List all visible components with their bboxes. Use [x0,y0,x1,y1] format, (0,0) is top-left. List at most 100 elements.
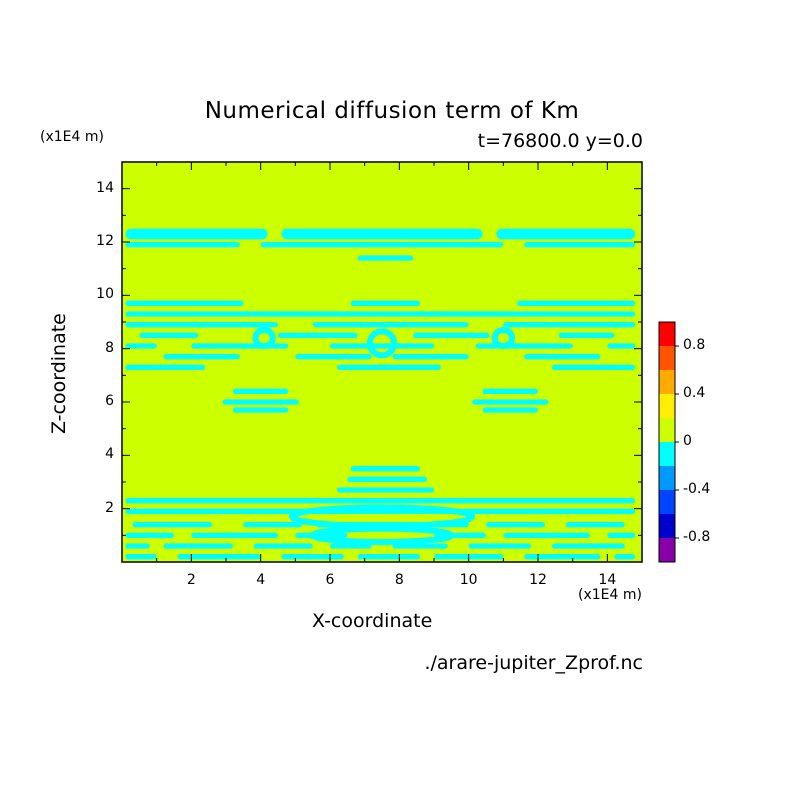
colorbar-swatch [659,394,675,418]
contour-band [486,522,545,528]
contour-band [125,532,174,538]
contour-band [551,364,636,370]
axis-ticks [122,162,642,562]
contour-band [565,522,625,528]
contour-band [125,300,244,306]
contour-band [222,399,299,405]
contour-band [125,554,157,560]
contour-band [125,498,636,504]
contour-band [125,242,240,248]
contour-band [524,242,636,248]
contour-band [125,343,157,349]
colorbar-swatch [659,442,675,466]
contour-band [278,332,358,338]
contour-blob [366,328,398,359]
contour-band [125,364,206,370]
x-tick-label: 14 [598,572,617,588]
contour-band [524,354,601,360]
x-tick-label: 2 [186,572,196,588]
y-tick-label: 8 [105,339,114,356]
contour-pattern [125,228,636,560]
colorbar-swatch [659,538,675,562]
contour-band [503,322,636,328]
colorbar-swatch [659,418,675,442]
contour-band [260,242,504,248]
colorbar-swatch [659,490,675,514]
colorbar-tick-label: 0.8 [683,337,706,353]
contour-band [468,543,532,549]
contour-band [496,228,636,240]
contour-band [482,388,538,394]
contour-band [472,399,549,405]
contour-band [232,388,289,394]
contour-band [614,554,636,560]
contour-band [281,554,344,560]
x-axis-units: (x1E4 m) [578,587,642,603]
source-file-label: ./arare-jupiter_Zprof.nc [424,652,643,674]
y-tick-label: 14 [96,179,114,196]
x-tick-label: 8 [394,572,404,588]
x-axis-label: X-coordinate [312,610,433,632]
colorbar-tick-label: -0.8 [683,529,711,545]
contour-band [243,522,303,528]
contour-band [125,322,278,328]
contour-blob [252,327,276,349]
contour-band [336,487,434,493]
contour-band [253,543,313,549]
y-tick-label: 10 [96,286,114,303]
contour-band [524,554,601,560]
contour-band [350,466,421,472]
colorbar-swatch [659,322,675,346]
contour-band [330,343,434,349]
contour-band [607,343,636,349]
x-tick-label: 10 [459,572,478,588]
contour-band [281,228,483,240]
contour-band [125,311,636,317]
colorbar-swatch [659,514,675,538]
z-axis-units: (x1E4 m) [40,129,104,145]
contour-band [558,332,615,338]
y-tick-label: 6 [105,393,114,409]
colorbar-swatch [659,466,675,490]
y-axis-label: Z-coordinate [48,313,70,434]
contour-band [357,554,421,560]
contour-band [607,532,636,538]
colorbar [658,321,679,563]
colorbar-swatch [659,346,675,370]
contour-band [295,354,372,360]
contour-band [517,300,636,306]
contour-band [347,476,428,482]
contour-band [551,543,625,549]
contour-band [132,522,213,528]
contour-band [475,343,573,349]
contour-band [350,300,421,306]
plot-frame [121,161,643,563]
x-tick-label: 12 [529,572,547,588]
x-tick-label: 6 [325,572,335,588]
contour-band [125,508,636,514]
colorbar-swatch [659,370,675,394]
contour-band [177,554,261,560]
contour-band [413,332,490,338]
colorbar-tick-label: 0.4 [683,385,706,401]
colorbar-tick-label: -0.4 [683,481,711,497]
contour-band [125,228,268,240]
colorbar-tick-label: 0 [683,433,692,449]
contour-band [125,543,150,549]
chart-title: Numerical diffusion term of Km [204,98,580,124]
contour-band [336,364,441,370]
y-tick-label: 12 [96,233,114,249]
contour-band [139,332,199,338]
contour-band [357,255,414,261]
contour-blob [309,525,455,545]
contour-band [163,543,233,549]
chart-subtitle: t=76800.0 y=0.0 [477,130,643,152]
y-tick-label: 2 [105,499,114,516]
contour-band [312,322,469,328]
y-tick-label: 4 [105,446,114,463]
contour-band [295,532,348,538]
contour-blob [491,327,516,349]
contour-band [232,407,289,413]
contour-band [163,354,240,360]
x-tick-label: 4 [256,572,266,588]
